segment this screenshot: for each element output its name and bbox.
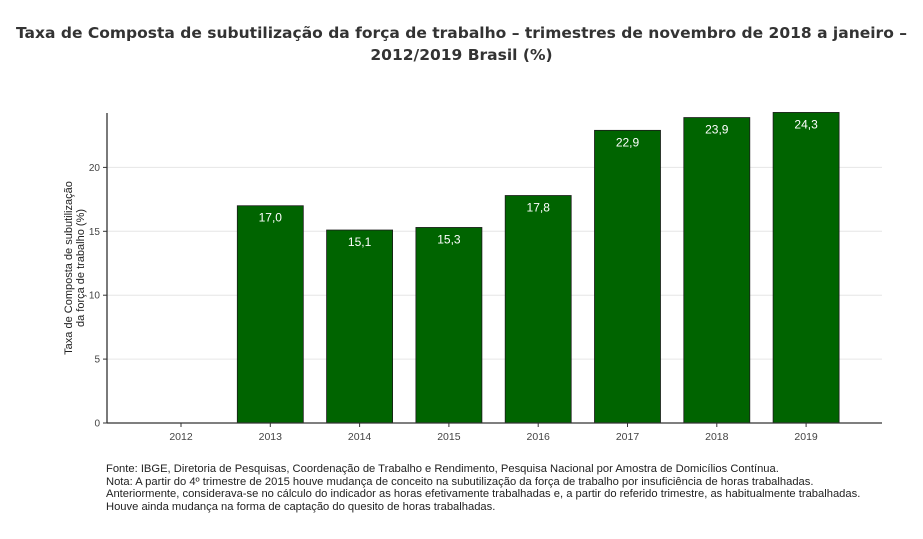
- chart-title-line-1: Taxa de Composta de subutilização da for…: [15, 24, 907, 42]
- bar-2014: [326, 229, 394, 424]
- chart-title: Taxa de Composta de subutilização da for…: [0, 22, 923, 66]
- source-note: Fonte: IBGE, Diretoria de Pesquisas, Coo…: [106, 463, 779, 475]
- bar-2018: [683, 117, 751, 424]
- bar-2019: [772, 112, 840, 424]
- x-tick-label-2014: 2014: [348, 431, 372, 443]
- data-label-2018: 23,9: [705, 123, 729, 137]
- data-label-2017: 22,9: [616, 135, 640, 149]
- y-axis-label-line-2: da força de trabalho (%): [75, 209, 87, 327]
- data-labels: 17,0 15,1 15,3 17,8 22,9 23,9 24,3: [259, 117, 818, 249]
- y-ticks: 0 5 10 15 20: [89, 163, 107, 430]
- y-tick-label: 5: [94, 355, 100, 366]
- y-tick-label: 0: [94, 419, 100, 430]
- chart-footer: Fonte: IBGE, Diretoria de Pesquisas, Coo…: [106, 463, 906, 513]
- x-tick-label-2015: 2015: [437, 431, 461, 443]
- x-tick-label-2019: 2019: [794, 431, 818, 443]
- note-line-1: Nota: A partir do 4º trimestre de 2015 h…: [106, 475, 814, 488]
- axes: [106, 113, 882, 424]
- data-label-2019: 24,3: [794, 117, 818, 131]
- bar-2013: [236, 205, 304, 424]
- y-tick-label: 20: [89, 163, 101, 174]
- y-tick-label: 15: [89, 227, 101, 238]
- bar-2017: [594, 129, 661, 424]
- x-tick-label-2012: 2012: [169, 431, 193, 443]
- x-tick-label-2016: 2016: [527, 431, 551, 443]
- note-line-3: Houve ainda mudança na forma de captação…: [106, 500, 496, 513]
- x-tick-label-2018: 2018: [705, 431, 729, 443]
- x-tick-label-2013: 2013: [259, 431, 283, 443]
- data-label-2016: 17,8: [527, 201, 551, 215]
- bar-2015: [415, 227, 483, 424]
- x-tick-label-2017: 2017: [616, 431, 640, 443]
- data-label-2013: 17,0: [259, 211, 283, 225]
- chart-title-line-2: 2012/2019 Brasil (%): [370, 46, 553, 64]
- data-label-2015: 15,3: [437, 232, 461, 246]
- bars: [236, 112, 840, 424]
- gridlines: [107, 166, 882, 360]
- note-line-2: Anteriormente, considerava-se no cálculo…: [106, 488, 861, 500]
- bar-2016: [504, 195, 572, 424]
- y-tick-label: 10: [89, 291, 101, 302]
- data-label-2014: 15,1: [348, 235, 372, 249]
- x-ticks: 2012 2013 2014 2015 2016 2017 2018 2019: [169, 423, 818, 443]
- y-axis-label-line-1: Taxa de Composta de subutilização: [63, 181, 75, 355]
